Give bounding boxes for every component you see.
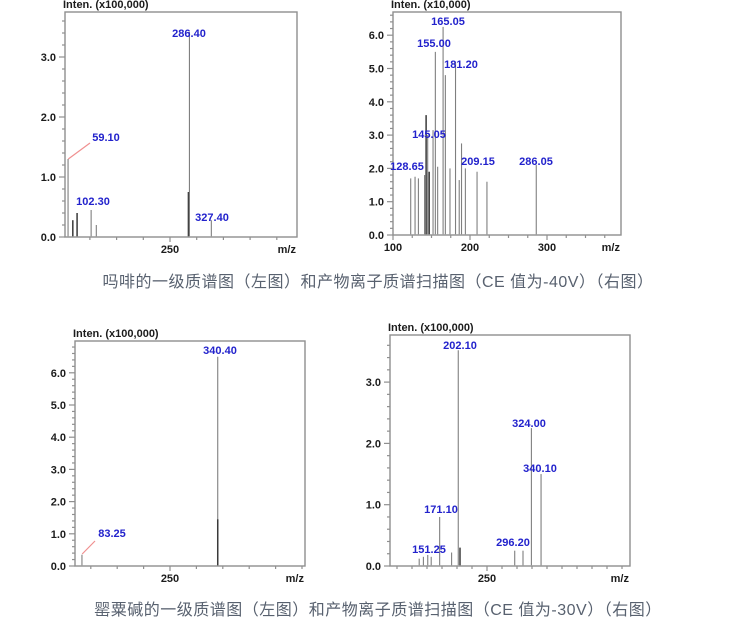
peaks bbox=[67, 31, 212, 237]
x-axis: 250 bbox=[90, 566, 303, 585]
peak-label: 171.10 bbox=[424, 504, 458, 516]
x-tick-label: 250 bbox=[161, 244, 179, 256]
y-tick-label: 3.0 bbox=[41, 52, 56, 64]
y-tick-label: 2.0 bbox=[41, 112, 56, 124]
peak-label: 128.65 bbox=[390, 161, 424, 173]
peak-label: 324.00 bbox=[512, 418, 546, 430]
plot-border bbox=[389, 334, 631, 567]
plot-border bbox=[64, 11, 298, 238]
peaks bbox=[418, 350, 542, 566]
y-axis: 0.0 1.0 2.0 3.0 4.0 5.0 6.0 bbox=[51, 346, 75, 573]
peak-label: 209.15 bbox=[461, 156, 495, 168]
y-tick-label: 0.0 bbox=[41, 232, 56, 244]
morphine-ms1-spectrum: Inten. (x100,000) 0.0 1.0 2.0 3.0 250 m/z 286.4… bbox=[41, 0, 298, 256]
y-tick-label: 0.0 bbox=[366, 561, 381, 573]
y-axis: 0.0 1.0 2.0 3.0 4.0 5.0 6.0 bbox=[369, 14, 393, 242]
caption-papaverine: 罂粟碱的一级质谱图（左图）和产物离子质谱扫描图（CE 值为-30V）（右图） bbox=[94, 602, 662, 619]
peak-label: 102.30 bbox=[76, 196, 110, 208]
x-tick-label: 250 bbox=[478, 573, 496, 585]
y-tick-label: 3.0 bbox=[369, 130, 384, 142]
peak-label: 155.00 bbox=[417, 38, 451, 50]
intensity-axis-title: Inten. (x100,000) bbox=[73, 328, 159, 340]
x-axis: 250 bbox=[89, 237, 278, 256]
papaverine-ms1-spectrum: Inten. (x100,000) 0.0 1.0 2.0 3.0 4.0 5.0 6.0 25… bbox=[51, 328, 306, 585]
y-tick-label: 2.0 bbox=[51, 497, 66, 509]
peak-label: 145.05 bbox=[412, 129, 446, 141]
peak-label: 165.05 bbox=[431, 16, 465, 28]
mz-axis-label: m/z bbox=[286, 573, 305, 585]
y-tick-label: 6.0 bbox=[369, 30, 384, 42]
peaks bbox=[410, 26, 537, 235]
x-tick-label: 200 bbox=[461, 242, 479, 254]
mz-axis-label: m/z bbox=[278, 244, 297, 256]
peak-label: 327.40 bbox=[195, 212, 229, 224]
plot-border bbox=[74, 340, 306, 567]
y-tick-label: 4.0 bbox=[51, 432, 66, 444]
peak-label: 83.25 bbox=[98, 528, 126, 540]
mz-axis-label: m/z bbox=[611, 573, 630, 585]
y-axis: 0.0 1.0 2.0 3.0 bbox=[41, 20, 65, 244]
x-axis: 250 bbox=[396, 566, 623, 585]
x-axis: 100 200 300 bbox=[384, 235, 606, 254]
y-tick-label: 6.0 bbox=[51, 368, 66, 380]
peak-leader-line bbox=[81, 540, 96, 555]
intensity-axis-title: Inten. (x100,000) bbox=[63, 0, 149, 11]
intensity-axis-title: Inten. (x100,000) bbox=[388, 322, 474, 334]
intensity-axis-title: Inten. (x10,000) bbox=[391, 0, 471, 11]
y-tick-label: 1.0 bbox=[51, 529, 66, 541]
papaverine-product-ion-spectrum: Inten. (x100,000) 0.0 1.0 2.0 3.0 250 m/z 202.1… bbox=[366, 322, 631, 585]
y-tick-label: 1.0 bbox=[369, 197, 384, 209]
morphine-product-ion-spectrum: Inten. (x10,000) 0.0 1.0 2.0 3.0 4.0 5.0 6.0 100… bbox=[369, 0, 622, 254]
x-tick-label: 100 bbox=[384, 242, 402, 254]
peak-label: 202.10 bbox=[443, 340, 477, 352]
x-tick-label: 250 bbox=[161, 573, 179, 585]
peak-label: 340.40 bbox=[203, 345, 237, 357]
x-tick-label: 300 bbox=[538, 242, 556, 254]
peaks bbox=[81, 356, 219, 566]
peak-label: 296.20 bbox=[496, 537, 530, 549]
plot-border bbox=[392, 11, 622, 236]
y-tick-label: 3.0 bbox=[51, 464, 66, 476]
y-axis: 0.0 1.0 2.0 3.0 bbox=[366, 344, 390, 573]
peak-label: 181.20 bbox=[444, 59, 478, 71]
y-tick-label: 3.0 bbox=[366, 377, 381, 389]
peak-label: 151.25 bbox=[412, 544, 446, 556]
caption-morphine: 吗啡的一级质谱图（左图）和产物离子质谱扫描图（CE 值为-40V）（右图） bbox=[102, 274, 654, 291]
y-tick-label: 2.0 bbox=[369, 163, 384, 175]
peak-leader-line bbox=[67, 142, 91, 160]
y-tick-label: 4.0 bbox=[369, 97, 384, 109]
peak-label: 286.05 bbox=[519, 156, 553, 168]
mz-axis-label: m/z bbox=[602, 242, 621, 254]
y-tick-label: 0.0 bbox=[51, 561, 66, 573]
peak-label: 59.10 bbox=[92, 132, 120, 144]
y-tick-label: 5.0 bbox=[51, 400, 66, 412]
peak-label: 340.10 bbox=[523, 463, 557, 475]
y-tick-label: 1.0 bbox=[41, 172, 56, 184]
y-tick-label: 5.0 bbox=[369, 64, 384, 76]
peak-label: 286.40 bbox=[172, 28, 206, 40]
y-tick-label: 1.0 bbox=[366, 500, 381, 512]
y-tick-label: 2.0 bbox=[366, 438, 381, 450]
y-tick-label: 0.0 bbox=[369, 230, 384, 242]
